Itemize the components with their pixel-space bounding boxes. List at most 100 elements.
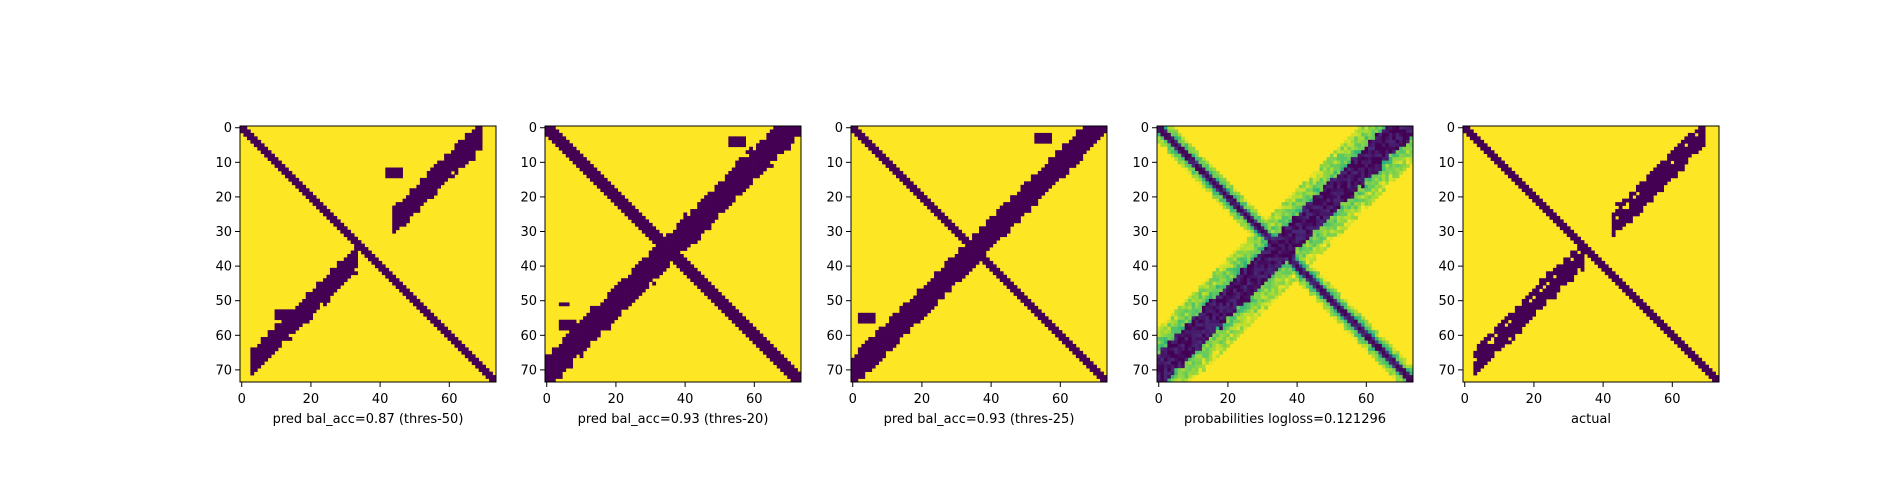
heatmap-cell: [1188, 146, 1192, 151]
heatmap-cell: [1191, 150, 1196, 155]
heatmap-cell: [693, 274, 698, 279]
heatmap-cell: [1051, 330, 1056, 334]
heatmap-cell: [1378, 139, 1383, 144]
heatmap-cell: [1361, 181, 1365, 186]
heatmap-cell: [878, 343, 883, 348]
heatmap-cell: [666, 264, 670, 269]
heatmap-cell: [714, 198, 719, 203]
heatmap-cell: [416, 184, 421, 189]
heatmap-cell: [423, 198, 428, 203]
heatmap-cell: [253, 368, 258, 372]
heatmap-cell: [780, 368, 785, 372]
heatmap-cell: [913, 312, 918, 317]
heatmap-cell: [940, 278, 945, 283]
heatmap-cell: [882, 343, 886, 348]
heatmap-cell: [1044, 167, 1049, 172]
heatmap-cell: [745, 326, 750, 331]
heatmap-cell: [1174, 157, 1179, 161]
heatmap-cell: [572, 160, 577, 165]
heatmap-cell: [693, 240, 698, 244]
heatmap-cell: [731, 191, 736, 196]
heatmap-cell: [697, 274, 702, 279]
heatmap-cell: [776, 132, 781, 137]
heatmap-cell: [899, 333, 904, 338]
heatmap-cell: [1336, 202, 1341, 206]
heatmap-cell: [857, 350, 862, 355]
heatmap-cell: [1368, 184, 1372, 189]
heatmap-cell: [920, 305, 924, 310]
heatmap-cell: [312, 305, 317, 310]
heatmap-cell: [1212, 167, 1217, 172]
heatmap-cell: [854, 354, 859, 359]
heatmap-cell: [1371, 139, 1376, 144]
heatmap-cell: [871, 343, 876, 348]
heatmap-cell: [1326, 205, 1331, 210]
heatmap-cell: [745, 184, 750, 189]
heatmap-cell: [749, 326, 753, 331]
heatmap-cell: [350, 264, 355, 269]
heatmap-cell: [551, 357, 556, 362]
heatmap-cell: [1017, 202, 1021, 206]
heatmap-cell: [586, 340, 591, 345]
heatmap-cell: [302, 305, 307, 310]
heatmap-cell: [930, 298, 935, 303]
heatmap-cell: [1017, 191, 1021, 196]
heatmap-cell: [319, 202, 324, 206]
heatmap-cell: [645, 285, 650, 289]
heatmap-cell: [1333, 164, 1338, 168]
heatmap-cell: [1357, 195, 1362, 199]
heatmap-cell: [284, 319, 289, 324]
heatmap-cell: [1388, 160, 1393, 165]
heatmap-cell: [1333, 184, 1338, 189]
heatmap-cell: [600, 184, 605, 189]
heatmap-cell: [1374, 170, 1379, 175]
heatmap-cell: [965, 250, 969, 255]
heatmap-cell: [645, 264, 650, 269]
heatmap-cell: [1350, 136, 1355, 141]
heatmap-cell: [1343, 157, 1348, 161]
heatmap-cell: [923, 292, 928, 296]
heatmap-cell: [395, 226, 400, 231]
heatmap-cell: [1222, 188, 1227, 193]
y-tick-label: 40: [520, 260, 537, 275]
heatmap-cell: [645, 278, 650, 283]
heatmap-cell: [641, 278, 646, 283]
heatmap-cell: [711, 205, 715, 210]
heatmap-cell: [312, 288, 317, 293]
heatmap-cell: [1086, 129, 1091, 134]
heatmap-cell: [430, 177, 435, 182]
heatmap-cell: [906, 181, 911, 186]
y-tick-label: 20: [215, 190, 232, 205]
heatmap-cell: [892, 333, 897, 338]
heatmap-cell: [1044, 184, 1049, 189]
heatmap-cell: [1350, 167, 1355, 172]
heatmap-cell: [958, 260, 963, 265]
heatmap-cell: [1075, 132, 1080, 137]
heatmap-cell: [278, 326, 282, 331]
heatmap-cell: [1188, 164, 1192, 168]
heatmap-cell: [1371, 167, 1376, 172]
heatmap-cell: [1030, 184, 1035, 189]
heatmap-cell: [899, 170, 904, 175]
heatmap-cell: [861, 354, 866, 359]
heatmap-cell: [1037, 312, 1042, 317]
heatmap-cell: [569, 354, 574, 359]
heatmap-cell: [329, 278, 334, 283]
heatmap-cell: [780, 364, 785, 369]
heatmap-cell: [589, 167, 594, 172]
heatmap-cell: [937, 281, 942, 286]
heatmap-cell: [267, 347, 272, 352]
heatmap-cell: [871, 350, 876, 355]
heatmap-cell: [769, 350, 774, 355]
heatmap-cell: [250, 139, 255, 144]
heatmap-cell: [610, 295, 615, 300]
heatmap-cell: [565, 146, 570, 151]
heatmap-cell: [752, 164, 757, 168]
heatmap-cell: [996, 271, 1001, 276]
heatmap-cell: [558, 323, 563, 327]
heatmap-cell: [885, 340, 890, 345]
heatmap-cell: [704, 212, 708, 217]
heatmap-cell: [940, 271, 945, 276]
heatmap-cell: [1055, 333, 1059, 338]
